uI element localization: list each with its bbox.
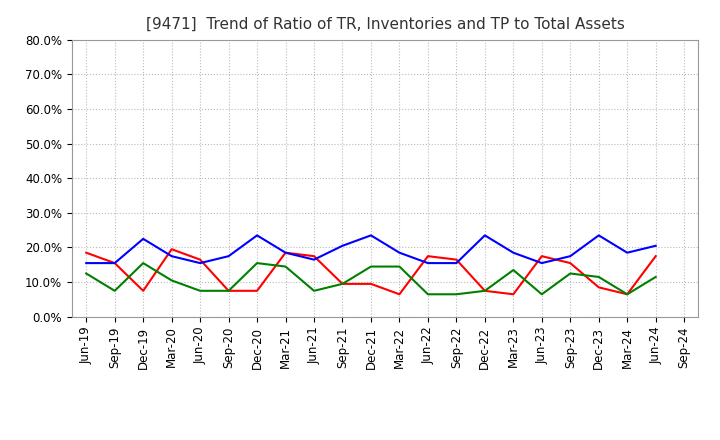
Inventories [338,243,347,249]
Trade Receivables [366,281,375,286]
Trade Receivables [338,281,347,286]
Trade Receivables [139,288,148,293]
Inventories [395,250,404,255]
Trade Payables [282,264,290,269]
Trade Receivables [480,288,489,293]
Trade Receivables [253,288,261,293]
Trade Receivables [196,257,204,262]
Trade Payables [196,288,204,293]
Inventories [566,253,575,259]
Trade Receivables [282,250,290,255]
Trade Receivables [310,253,318,259]
Trade Payables [452,292,461,297]
Trade Receivables [82,250,91,255]
Trade Receivables [652,253,660,259]
Trade Payables [509,268,518,273]
Inventories [253,233,261,238]
Trade Payables [110,288,119,293]
Inventories [139,236,148,242]
Trade Receivables [595,285,603,290]
Trade Receivables [423,253,432,259]
Trade Payables [537,292,546,297]
Inventories [110,260,119,266]
Trade Payables [338,281,347,286]
Trade Receivables [110,260,119,266]
Line: Trade Receivables: Trade Receivables [86,249,656,294]
Inventories [652,243,660,249]
Trade Payables [623,292,631,297]
Trade Payables [310,288,318,293]
Inventories [452,260,461,266]
Trade Payables [480,288,489,293]
Trade Payables [395,264,404,269]
Inventories [82,260,91,266]
Inventories [595,233,603,238]
Inventories [509,250,518,255]
Trade Receivables [395,292,404,297]
Trade Payables [82,271,91,276]
Trade Receivables [537,253,546,259]
Inventories [310,257,318,262]
Trade Payables [167,278,176,283]
Trade Payables [253,260,261,266]
Inventories [423,260,432,266]
Trade Payables [139,260,148,266]
Inventories [282,250,290,255]
Title: [9471]  Trend of Ratio of TR, Inventories and TP to Total Assets: [9471] Trend of Ratio of TR, Inventories… [145,16,625,32]
Inventories [366,233,375,238]
Inventories [537,260,546,266]
Trade Payables [423,292,432,297]
Line: Trade Payables: Trade Payables [86,263,656,294]
Inventories [196,260,204,266]
Trade Payables [566,271,575,276]
Trade Receivables [167,246,176,252]
Trade Payables [652,274,660,279]
Inventories [167,253,176,259]
Trade Payables [225,288,233,293]
Inventories [623,250,631,255]
Trade Receivables [623,292,631,297]
Trade Receivables [452,257,461,262]
Trade Receivables [566,260,575,266]
Trade Payables [595,274,603,279]
Inventories [225,253,233,259]
Trade Receivables [509,292,518,297]
Trade Payables [366,264,375,269]
Inventories [480,233,489,238]
Trade Receivables [225,288,233,293]
Line: Inventories: Inventories [86,235,656,263]
